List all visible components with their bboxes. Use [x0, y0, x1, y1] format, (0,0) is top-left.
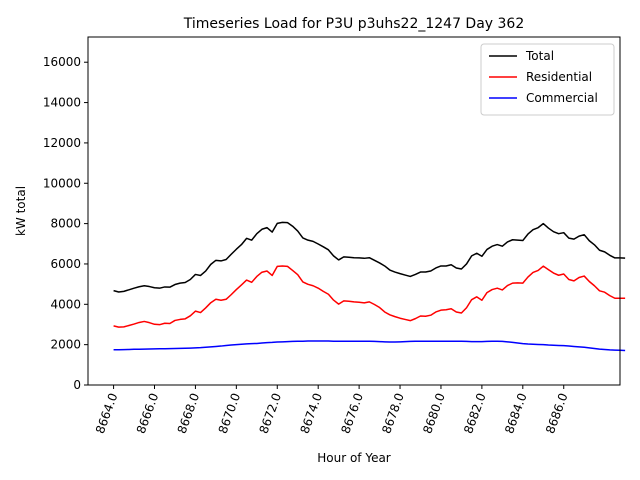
y-tick-label: 6000	[50, 257, 81, 271]
y-tick-label: 8000	[50, 217, 81, 231]
x-tick-label: 8682.0	[461, 391, 489, 435]
x-tick-label: 8668.0	[175, 391, 203, 435]
legend-label-total: Total	[525, 49, 554, 63]
x-tick-label: 8670.0	[216, 391, 244, 435]
series-line-commercial	[113, 340, 626, 352]
y-tick-label: 2000	[50, 338, 81, 352]
x-tick-label: 8676.0	[338, 391, 366, 435]
series-line-total	[113, 221, 626, 293]
y-tick-label: 0	[73, 378, 81, 392]
y-tick-label: 14000	[43, 96, 81, 110]
y-tick-label: 16000	[43, 55, 81, 69]
plot-frame	[87, 36, 621, 386]
y-axis-ticks: 0 2000 4000 6000 8000 10000 12000 14000 16000	[43, 55, 88, 392]
y-tick-label: 4000	[50, 297, 81, 311]
y-tick-label: 12000	[43, 136, 81, 150]
y-axis-label: kW total	[14, 186, 28, 236]
x-tick-label: 8678.0	[379, 391, 407, 435]
series-layer	[113, 221, 626, 352]
x-axis-ticks: 8664.0 8666.0 8668.0 8670.0 8672.0 8674.0 8676…	[93, 385, 571, 435]
x-tick-label: 8674.0	[297, 391, 325, 435]
legend-label-commercial: Commercial	[526, 91, 598, 105]
x-tick-label: 8672.0	[257, 391, 285, 435]
x-axis-label: Hour of Year	[317, 451, 391, 465]
series-line-residential	[113, 265, 626, 328]
x-tick-label: 8664.0	[93, 391, 121, 435]
x-tick-label: 8686.0	[543, 391, 571, 435]
y-tick-label: 10000	[43, 176, 81, 190]
x-tick-label: 8680.0	[420, 391, 448, 435]
chart-title: Timeseries Load for P3U p3uhs22_1247 Day…	[183, 16, 525, 32]
x-tick-label: 8684.0	[502, 391, 530, 435]
legend: Total Residential Commercial	[480, 43, 615, 116]
x-tick-label: 8666.0	[134, 391, 162, 435]
legend-label-residential: Residential	[526, 70, 592, 84]
